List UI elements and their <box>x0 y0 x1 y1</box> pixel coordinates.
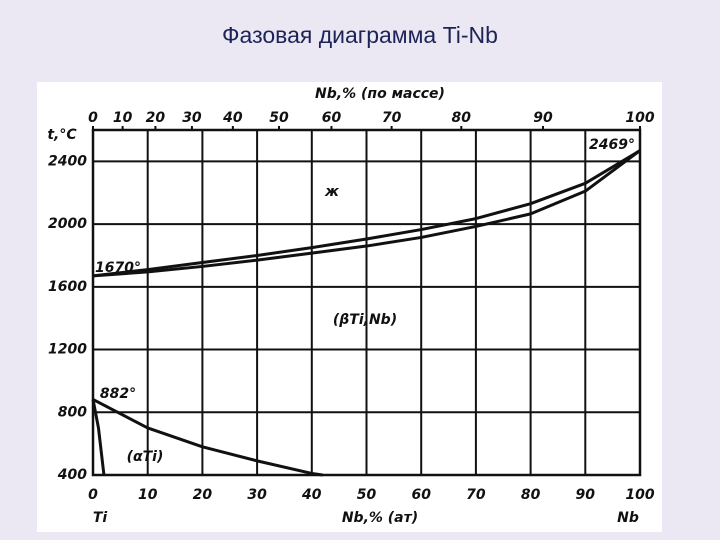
x-tick-label: 20 <box>193 487 213 503</box>
y-tick-label: 400 <box>57 467 87 483</box>
x2-tick-label: 40 <box>222 110 243 126</box>
x2-tick-label: 60 <box>322 110 342 126</box>
x-tick-label: 90 <box>576 487 596 503</box>
x2-tick-label: 50 <box>269 110 289 126</box>
y-tick-label: 800 <box>58 404 87 420</box>
x-tick-label: 100 <box>625 487 654 503</box>
x2-tick-label: 100 <box>625 110 654 126</box>
y-tick-label: 2000 <box>48 216 87 232</box>
x-tick-label: 0 <box>88 487 98 503</box>
x-axis-label: Nb,% (ат) <box>342 510 418 526</box>
x2-tick-label: 20 <box>146 110 166 126</box>
x2-tick-label: 30 <box>182 110 202 126</box>
x2-tick-label: 10 <box>113 110 133 126</box>
x-tick-label: 60 <box>411 487 431 503</box>
y-tick-label: 2400 <box>48 153 87 169</box>
annotation: 882° <box>100 386 136 402</box>
slide-title: Фазовая диаграмма Ti-Nb <box>222 22 498 48</box>
x-tick-label: 50 <box>357 487 377 503</box>
x-tick-label: 70 <box>466 487 486 503</box>
y-tick-label: 1200 <box>48 342 87 358</box>
chart-background <box>37 82 662 532</box>
annotation: 2469° <box>589 137 635 153</box>
y-tick-label: 1600 <box>48 279 87 295</box>
phase-boundary <box>92 149 641 278</box>
x-tick-label: 30 <box>247 487 267 503</box>
end-label: Nb <box>617 510 639 526</box>
y-axis-label: t,°C <box>47 127 77 143</box>
phase-boundary <box>92 149 641 278</box>
annotation: (αTi) <box>127 449 164 465</box>
phase-boundary <box>92 398 323 477</box>
x-tick-label: 40 <box>301 487 322 503</box>
end-label: Ti <box>93 510 108 526</box>
phase-boundary <box>91 399 106 476</box>
x2-tick-label: 80 <box>452 110 472 126</box>
annotation: ж <box>324 184 340 200</box>
x2-tick-label: 0 <box>88 110 98 126</box>
x-tick-label: 80 <box>521 487 541 503</box>
x2-tick-label: 70 <box>382 110 402 126</box>
x2-tick-label: 90 <box>533 110 553 126</box>
annotation: (βTi,Nb) <box>333 312 397 328</box>
plot-frame <box>91 128 642 477</box>
x-tick-label: 10 <box>138 487 158 503</box>
x2-axis-label: Nb,% (по массе) <box>315 86 445 102</box>
